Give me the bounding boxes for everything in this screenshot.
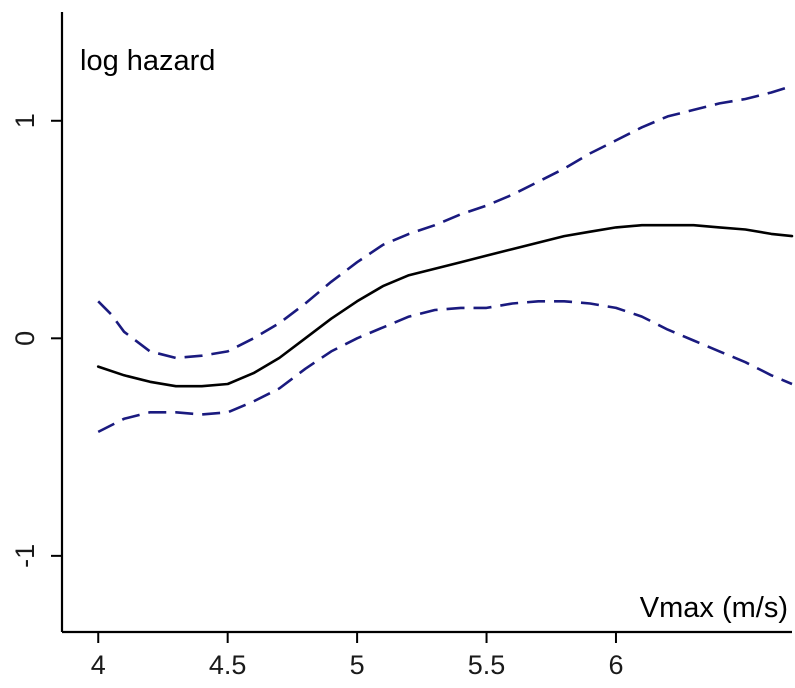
x-axis-label: Vmax (m/s) [640,592,788,624]
estimate-line [96,223,794,388]
x-tick-label: 5.5 [468,650,506,680]
y-tick-label: -1 [10,544,40,568]
y-tick-label: 1 [10,113,40,128]
x-tick-label: 4 [91,650,106,680]
x-tick-label: 4.5 [209,650,247,680]
x-tick-label: 6 [608,650,623,680]
confidence-bound-line [97,300,793,434]
confidence-bound-line [97,84,793,360]
series-group [96,84,794,434]
y-axis-label: log hazard [80,45,215,77]
axes [60,12,792,634]
x-tick-label: 5 [350,650,365,680]
tick-group: 4 4.5 5 5.5 6 -1 0 1 [10,113,623,680]
y-tick-label: 0 [10,331,40,346]
